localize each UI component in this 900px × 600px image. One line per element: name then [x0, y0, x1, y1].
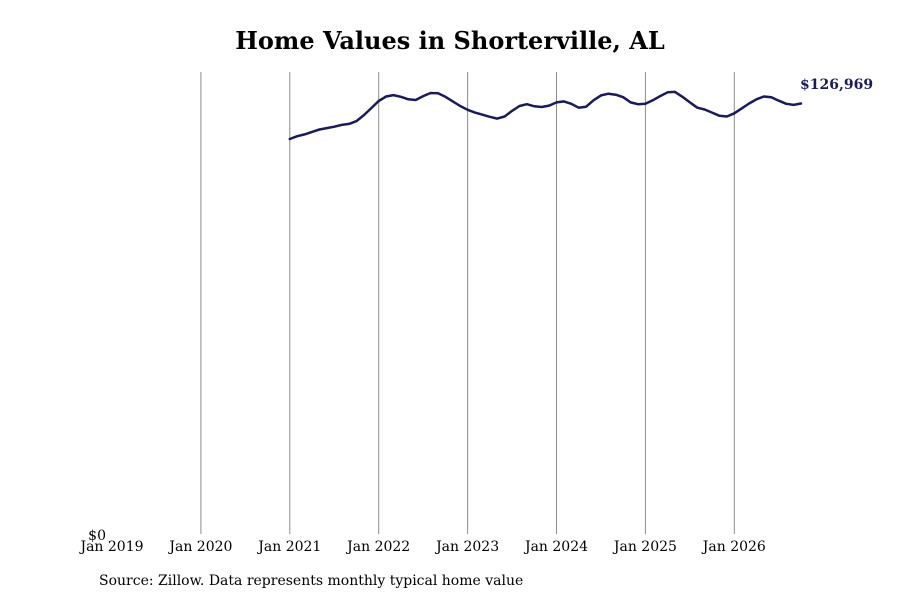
- end-value-label: $126,969: [800, 77, 873, 93]
- source-note: Source: Zillow. Data represents monthly …: [99, 573, 524, 589]
- x-tick-label: Jan 2022: [345, 539, 410, 555]
- label-layer: $126,969: [800, 77, 873, 93]
- x-axis-ticks: Jan 2019 Jan 2020 Jan 2021 Jan 2022 Jan 2023…: [78, 539, 765, 555]
- grid-lines: [200, 72, 735, 534]
- chart-title: Home Values in Shorterville, AL: [235, 26, 665, 55]
- x-tick-label: Jan 2023: [434, 539, 499, 555]
- x-tick-label: Jan 2020: [167, 539, 232, 555]
- x-tick-label: Jan 2021: [256, 539, 321, 555]
- y-axis-ticks: $0: [88, 528, 106, 544]
- series-line-0: [288, 90, 803, 141]
- y-tick-label: $0: [88, 528, 106, 544]
- x-tick-label: Jan 2024: [523, 539, 588, 555]
- x-tick-label: Jan 2025: [612, 539, 677, 555]
- x-tick-label: Jan 2019: [78, 539, 143, 555]
- x-tick-label: Jan 2026: [701, 539, 766, 555]
- series-layer: [288, 90, 803, 141]
